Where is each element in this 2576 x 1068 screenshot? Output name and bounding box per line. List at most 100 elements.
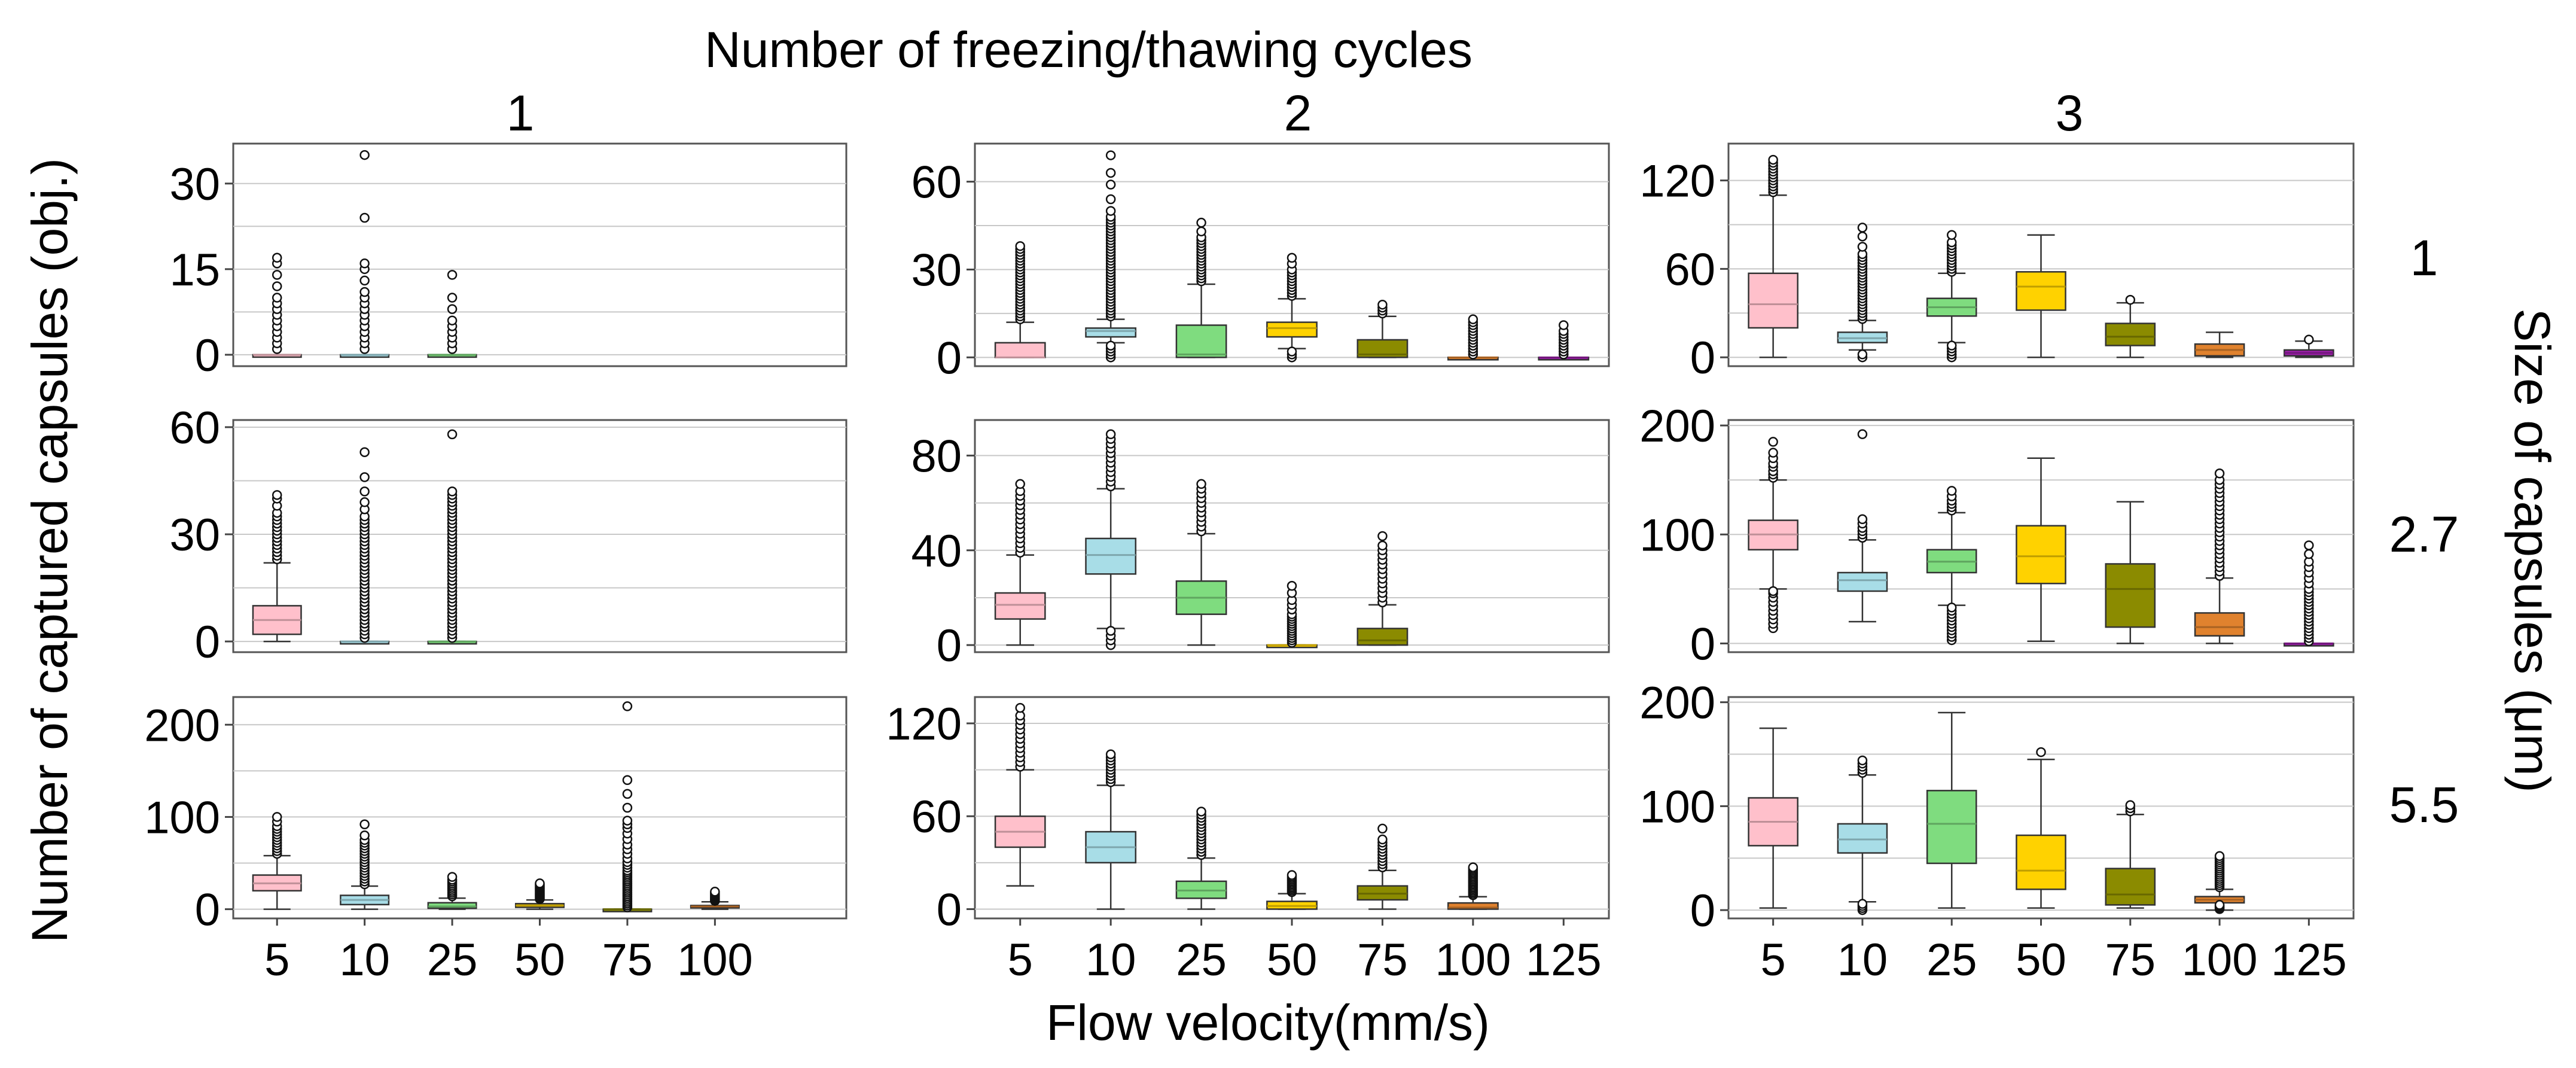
- outlier-point: [1946, 230, 1957, 240]
- panel-c2-s5.5-box-5: [994, 702, 1046, 887]
- panel-c1-s5.5-box-50: [514, 878, 565, 910]
- outlier-point: [359, 275, 370, 286]
- outlier-point: [1946, 603, 1957, 613]
- outlier-point: [1377, 540, 1388, 551]
- panel-c3-s2.7: 0 100 200: [1639, 401, 2355, 670]
- panel-c1-s5.5-xtick-label: 25: [427, 935, 478, 985]
- panel-c2-s5.5-xtick-label: 100: [1435, 935, 1511, 985]
- outlier-point: [359, 287, 370, 297]
- box-iqr: [2194, 612, 2245, 637]
- panel-c1-s2.7-box-10: [340, 447, 390, 645]
- box-iqr: [427, 902, 477, 909]
- outlier-point: [359, 258, 370, 269]
- outlier-point: [2125, 294, 2136, 305]
- outlier-point: [359, 150, 370, 160]
- outlier-point: [1105, 340, 1116, 351]
- panel-c3-s5.5: 0 100 200 5 10 25 50 75 100 125: [1639, 678, 2355, 985]
- panel-c3-s1-box-50: [2016, 234, 2066, 358]
- panel-c1-s5.5-xtick-label: 50: [514, 935, 565, 985]
- outlier-point: [1196, 217, 1206, 228]
- panel-c2-s5.5-box-50: [1266, 870, 1318, 910]
- panel-c2-s5.5-xtick-label: 25: [1176, 935, 1227, 985]
- outlier-point: [1196, 226, 1206, 237]
- panel-c3-s2.7-box-100: [2194, 468, 2245, 644]
- outlier-point: [622, 701, 633, 711]
- panel-c1-s1-box-25: [427, 270, 477, 358]
- panel-c2-s5.5-xtick-label: 5: [1008, 935, 1033, 985]
- panel-c2-s1-box-75: [1356, 299, 1409, 358]
- panel-c1-s5.5: 0 100 200 5 10 25 50 75 100: [144, 696, 848, 985]
- box-iqr: [2105, 322, 2156, 346]
- outlier-point: [272, 252, 282, 263]
- outlier-point: [2304, 549, 2314, 559]
- panel-c1-s1-frame: [232, 142, 848, 367]
- panel-c1-s5.5-box-25: [427, 872, 477, 910]
- panel-c3-s1-box-125: [2284, 334, 2334, 358]
- outlier-point: [1105, 194, 1116, 205]
- outlier-point: [1768, 437, 1778, 447]
- panel-c2-s2.7-box-75: [1356, 531, 1409, 646]
- outlier-point: [2125, 800, 2136, 810]
- outlier-point: [359, 472, 370, 482]
- outlier-point: [272, 270, 282, 280]
- panel-c2-s2.7-box-25: [1175, 479, 1227, 646]
- outlier-point: [359, 830, 370, 841]
- panel-c2-s5.5-xtick-label: 75: [1357, 935, 1408, 985]
- panel-c2-s1-box-50: [1266, 252, 1318, 363]
- panel-c3-s2.7-box-10: [1837, 429, 1888, 623]
- panel-c1-s2.7: 0 30 60: [169, 403, 848, 668]
- box-iqr: [1356, 628, 1409, 646]
- outlier-point: [1857, 514, 1868, 525]
- panel-c1-s2.7-box-5: [252, 490, 302, 643]
- box-iqr: [1175, 324, 1227, 358]
- panel-c1-s5.5-frame: [232, 696, 848, 920]
- outlier-point: [1857, 242, 1868, 252]
- outlier-point: [2214, 900, 2225, 910]
- outlier-point: [1015, 241, 1025, 251]
- column-title-3: 3: [2056, 85, 2084, 141]
- outlier-point: [272, 281, 282, 291]
- panel-c3-s5.5-box-50: [2016, 747, 2066, 909]
- panel-c1-s5.5-box-5: [252, 812, 302, 910]
- box-iqr: [994, 342, 1046, 358]
- panel-c2-s1-box-25: [1175, 217, 1227, 358]
- panel-c2-s5.5-box-10: [1085, 749, 1137, 910]
- panel-c3-s5.5-box-5: [1748, 727, 1798, 909]
- panel-c2-s5.5-ytick-label: 0: [937, 884, 962, 935]
- box-iqr: [1447, 902, 1499, 910]
- panel-c3-s2.7-box-50: [2016, 457, 2066, 643]
- row-title-1: 1: [2410, 230, 2438, 286]
- panel-c3-s1-box-100: [2194, 331, 2245, 358]
- outlier-point: [1468, 862, 1478, 872]
- panel-c1-s1-ytick-label: 15: [169, 245, 220, 296]
- outlier-point: [1768, 154, 1778, 165]
- outlier-point: [1768, 448, 1778, 458]
- panel-c1-s1-ytick-label: 0: [195, 330, 220, 381]
- outlier-point: [1857, 231, 1868, 242]
- panel-c3-s5.5-box-25: [1926, 711, 1977, 909]
- box-iqr: [1837, 571, 1888, 592]
- panel-c2-s2.7-box-10: [1085, 429, 1137, 650]
- outlier-point: [2214, 468, 2225, 479]
- box-iqr: [1926, 790, 1977, 865]
- outlier-point: [1559, 320, 1569, 330]
- panel-c2-s5.5-box-75: [1356, 823, 1409, 910]
- outlier-point: [447, 293, 458, 303]
- panel-c2-s1-box-10: [1085, 150, 1137, 363]
- panel-c1-s5.5-box-100: [690, 887, 740, 910]
- outlier-point: [447, 429, 458, 440]
- outlier-point: [535, 878, 545, 889]
- outlier-point: [1768, 586, 1778, 597]
- panel-c2-s5.5-box-100: [1447, 862, 1499, 910]
- box-iqr: [2105, 563, 2156, 628]
- outlier-point: [272, 812, 282, 822]
- panel-c3-s1-box-5: [1748, 154, 1798, 358]
- outlier-point: [1105, 206, 1116, 216]
- outlier-point: [447, 872, 458, 882]
- outlier-point: [2036, 747, 2046, 757]
- outlier-point: [1196, 479, 1206, 489]
- box-iqr: [2105, 868, 2156, 906]
- panel-c1-s5.5-box-10: [340, 819, 390, 910]
- panel-c3-s5.5-xtick-label: 10: [1837, 935, 1888, 985]
